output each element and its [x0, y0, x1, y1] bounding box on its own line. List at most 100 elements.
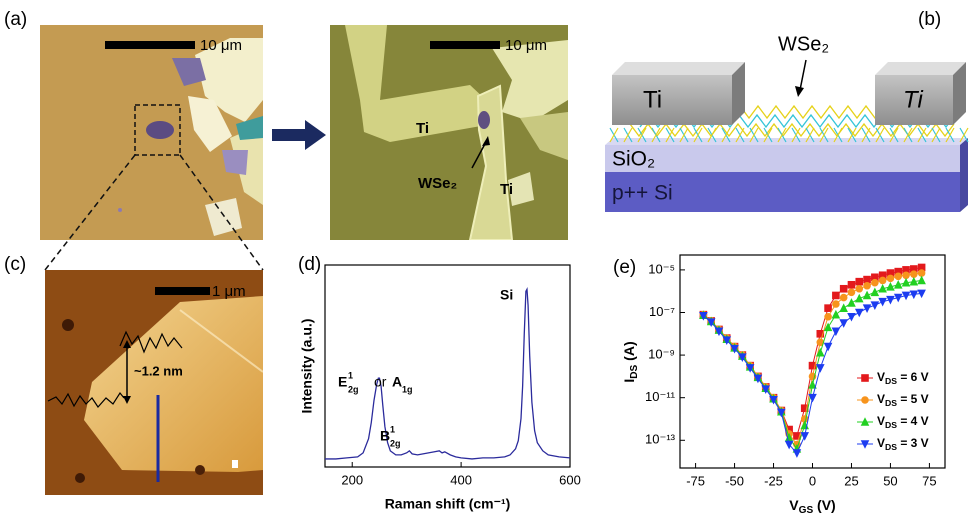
text-part: DS: [629, 364, 640, 378]
marker: [894, 273, 902, 281]
text-part: = 5 V: [897, 392, 929, 406]
marker: [800, 432, 809, 441]
marker: [824, 313, 832, 321]
legend-label: VDS = 4 V: [877, 414, 929, 430]
speck: [118, 208, 122, 212]
label: WSe₂: [418, 175, 457, 192]
marker: [840, 285, 848, 293]
y-axis-label: IDS (A): [621, 341, 640, 382]
layer-side: [960, 138, 968, 212]
label: Ti: [903, 86, 923, 113]
annotation: or: [374, 374, 387, 390]
pointer: [800, 60, 806, 90]
x-tick-label: -25: [764, 473, 783, 488]
x-tick-label: 25: [844, 473, 858, 488]
page: WSe2 device figure {"panels": { "a": {"l…: [0, 0, 971, 523]
marker: [816, 348, 825, 357]
x-tick-label: 50: [883, 473, 897, 488]
data-line: [325, 289, 570, 459]
x-tick-label: 400: [450, 472, 472, 487]
marker: [879, 277, 887, 285]
label: WSe₂: [778, 33, 829, 55]
annotation: E: [338, 374, 347, 390]
text-part: (V): [813, 497, 836, 513]
flake: [222, 150, 248, 175]
x-axis-label: VGS (V): [789, 497, 835, 516]
x-tick-label: -75: [686, 473, 705, 488]
particle: [62, 319, 74, 331]
legend-label: VDS = 6 V: [877, 370, 929, 386]
ti-top: [875, 62, 966, 75]
marker: [855, 294, 864, 303]
body: (a) 10 μm 10 μm Ti WSe₂ Ti (b): [0, 0, 971, 523]
height-label: ~1.2 nm: [134, 363, 183, 378]
panel-label: (c): [4, 254, 26, 275]
marker: [863, 282, 871, 290]
y-tick-label: 10⁻⁷: [649, 304, 675, 319]
text-part: V: [877, 392, 885, 406]
text-part: V: [877, 414, 885, 428]
annotation-sub: 2g: [390, 438, 401, 448]
figure: (a) 10 μm 10 μm Ti WSe₂ Ti (b): [0, 0, 971, 523]
marker: [910, 270, 918, 278]
panel-label: (b): [918, 9, 941, 30]
sio2-layer: [605, 145, 960, 172]
marker: [855, 309, 864, 318]
data-line: [703, 267, 921, 435]
scale-bar-label: 10 μm: [200, 37, 242, 54]
marker: [902, 271, 910, 279]
marker: [793, 449, 802, 458]
text-part: = 3 V: [897, 436, 929, 450]
marker: [840, 294, 848, 302]
marker: [832, 310, 841, 319]
label: SiO₂: [612, 148, 655, 171]
annotation-sup: 1: [348, 370, 353, 380]
y-tick-label: 10⁻¹³: [645, 432, 676, 447]
y-tick-label: 10⁻⁹: [648, 347, 675, 362]
panel-label: (e): [613, 257, 636, 278]
annotation-sub: 2g: [348, 384, 359, 394]
legend-marker: [861, 396, 869, 404]
scale-bar: [430, 41, 500, 49]
device-image: [330, 25, 568, 240]
marker: [832, 292, 840, 300]
scale-bar-label: 1 μm: [212, 283, 246, 300]
marker: [871, 287, 880, 296]
scale-bar: [105, 41, 195, 49]
marker: [847, 298, 856, 307]
marker: [863, 304, 872, 313]
annotation: B: [380, 428, 390, 444]
plot-frame: [325, 265, 570, 467]
x-tick-label: 600: [559, 472, 581, 487]
marker: [816, 364, 825, 373]
marker: [855, 285, 863, 293]
legend-marker: [861, 374, 869, 382]
marker: [839, 303, 848, 312]
y-axis-label: Intensity (a.u.): [299, 319, 315, 414]
marker: [878, 298, 887, 307]
marker: [871, 279, 879, 287]
marker: [832, 328, 841, 337]
x-tick-label: 200: [341, 472, 363, 487]
panel-label: (a): [4, 9, 27, 30]
optical-image: [40, 25, 263, 240]
label: Ti: [416, 120, 429, 137]
label: Ti: [643, 86, 662, 113]
y-tick-label: 10⁻¹¹: [645, 389, 676, 404]
text-part: DS: [885, 420, 897, 430]
arrow: [272, 120, 326, 150]
annotation-sup: 1: [390, 424, 395, 434]
scale-bar: [155, 287, 210, 295]
marker: [824, 304, 832, 312]
y-tick-label: 10⁻⁵: [648, 261, 675, 276]
marker: [848, 281, 856, 289]
text-part: GS: [799, 505, 814, 516]
label: Ti: [500, 181, 513, 198]
text-part: V: [877, 436, 885, 450]
label: p++ Si: [612, 182, 673, 205]
ti-top: [612, 62, 745, 75]
legend-label: VDS = 3 V: [877, 436, 929, 452]
marker: [847, 313, 856, 322]
panel-label: (d): [298, 254, 321, 275]
text-part: = 4 V: [897, 414, 929, 428]
